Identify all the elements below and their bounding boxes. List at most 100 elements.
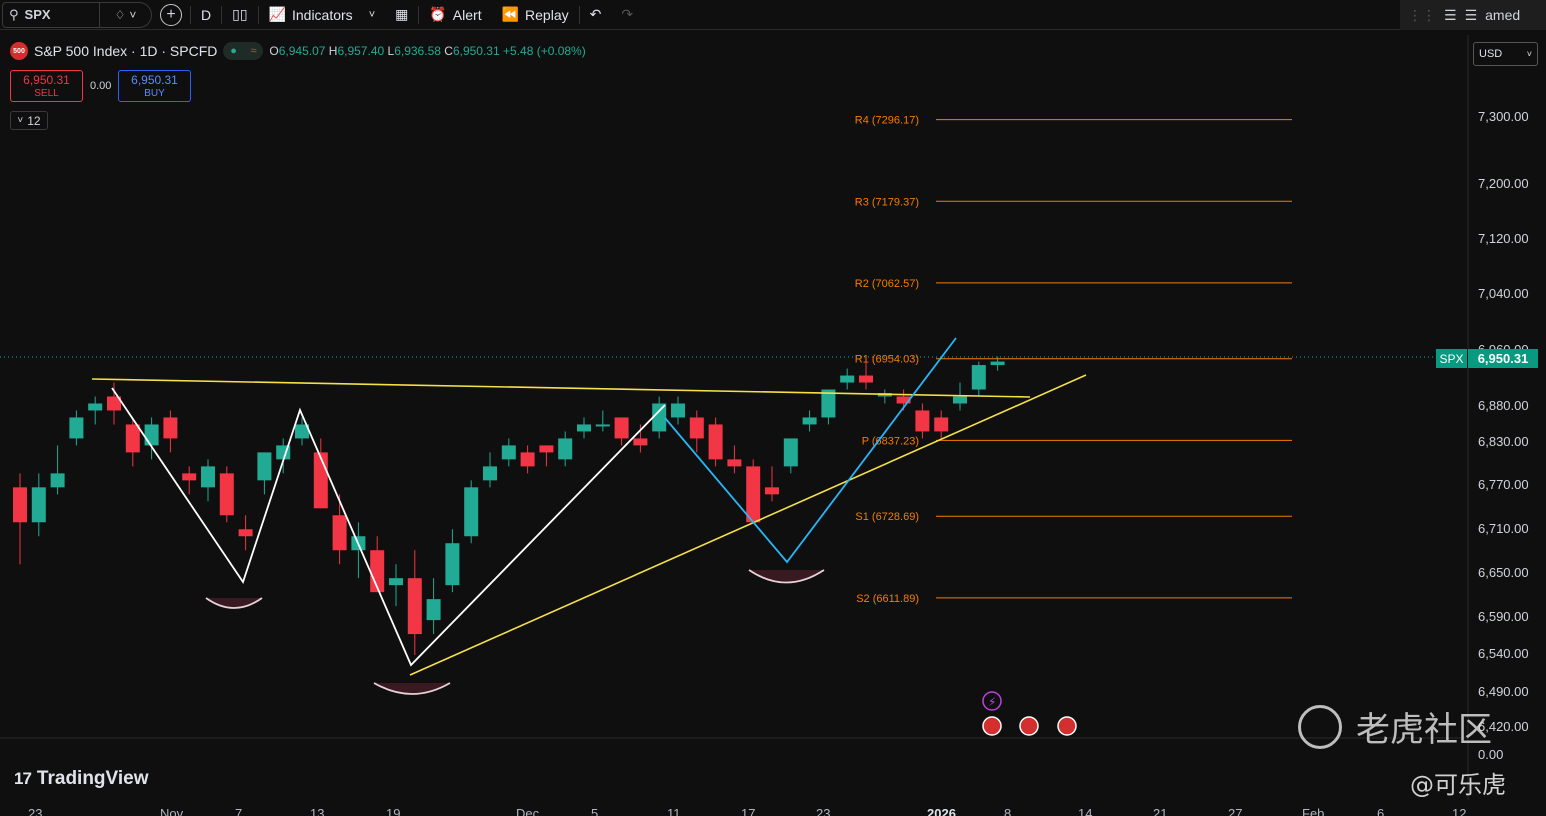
sell-label: SELL xyxy=(34,88,59,99)
undo-button[interactable]: ↶ xyxy=(580,0,612,30)
chevron-down-icon: ˅ xyxy=(368,8,376,21)
us-flag-icon xyxy=(982,716,1002,736)
candle-body xyxy=(783,438,798,467)
time-axis-label: 21 xyxy=(1153,806,1168,816)
templates-button[interactable]: ▦ xyxy=(385,0,418,30)
candle-body xyxy=(163,417,178,439)
market-status[interactable]: ● ≈ xyxy=(223,42,264,60)
candle xyxy=(257,452,272,495)
chart-type-button[interactable]: ▯▯ xyxy=(222,0,257,30)
plus-icon: + xyxy=(166,5,176,23)
divider xyxy=(418,5,420,24)
layout-icon[interactable]: ☰ xyxy=(1464,6,1478,23)
candle-body xyxy=(125,424,140,453)
candle-body xyxy=(426,599,441,621)
price-axis-label: 7,040.00 xyxy=(1478,286,1529,301)
currency-select[interactable]: USD ˅ xyxy=(1473,42,1538,66)
spread-value: 0.00 xyxy=(90,80,112,92)
time-axis-label: 27 xyxy=(1228,806,1243,816)
tradingview-logo[interactable]: 17 TradingView xyxy=(14,768,149,790)
symbol-search[interactable]: ⚲ SPX xyxy=(2,1,100,28)
layout-name[interactable]: amed xyxy=(1485,7,1521,23)
candle xyxy=(633,424,648,453)
candle xyxy=(652,396,667,439)
candle xyxy=(50,445,65,495)
time-axis-label: Feb xyxy=(1302,806,1325,816)
time-axis-label: 6 xyxy=(1377,806,1385,816)
candle xyxy=(107,382,121,425)
redo-button[interactable]: ↷ xyxy=(611,0,643,30)
candle-body xyxy=(182,473,197,481)
candle xyxy=(295,417,309,446)
candle-body xyxy=(201,466,215,488)
candle-body xyxy=(896,396,911,404)
tv-logo-icon: 17 xyxy=(14,769,32,788)
tradingview-text: TradingView xyxy=(36,768,149,789)
tiger-logo-icon xyxy=(1298,704,1342,749)
price-axis-label: 6,770.00 xyxy=(1478,477,1529,492)
candle-body xyxy=(689,417,704,439)
time-axis-label: Dec xyxy=(516,806,540,816)
indicators-collapse-button[interactable]: ˅ 12 xyxy=(10,111,48,130)
us-flag-icon xyxy=(1057,716,1077,736)
candles-icon: ▯▯ xyxy=(232,6,248,22)
candle-body xyxy=(821,389,836,418)
time-axis-label: 23 xyxy=(28,806,43,816)
author-handle: @可乐虎 xyxy=(1410,771,1506,799)
candle-body xyxy=(727,459,742,467)
sell-button[interactable]: 6,950.31 SELL xyxy=(10,70,83,102)
legend-title[interactable]: S&P 500 Index · 1D · SPCFD xyxy=(34,43,218,59)
pattern-zigzag-white xyxy=(111,387,666,667)
candle-body xyxy=(765,487,779,495)
candle xyxy=(163,410,178,453)
candle xyxy=(313,438,328,509)
alert-button[interactable]: ⏰ Alert xyxy=(419,0,491,30)
candle-body xyxy=(915,410,930,432)
chevron-down-icon: ˅ xyxy=(129,7,137,22)
time-axis-label: 23 xyxy=(816,806,831,816)
price-axis-label: 6,420.00 xyxy=(1478,719,1529,734)
redo-icon: ↷ xyxy=(621,6,634,22)
candle xyxy=(821,389,836,425)
candle-body xyxy=(671,403,685,418)
pivot-label: R2 (7062.57) xyxy=(855,278,919,290)
candle xyxy=(708,417,723,467)
price-axis-label: 7,120.00 xyxy=(1478,231,1529,246)
chevron-down-icon: ˅ xyxy=(1526,49,1532,59)
replay-label: Replay xyxy=(525,6,569,23)
menu-icon[interactable]: ☰ xyxy=(1444,6,1457,23)
candle-body xyxy=(859,375,873,383)
time-axis-label: 7 xyxy=(235,806,243,816)
interval-button[interactable]: D xyxy=(201,6,212,23)
candle-body xyxy=(971,365,986,390)
top-toolbar: ⚲ SPX ♢ ˅ + D ▯▯ 📈 Indicators ˅ ▦ ⏰ Aler… xyxy=(0,0,1546,30)
compare-button[interactable]: ♢ ˅ xyxy=(100,1,152,28)
buy-price: 6,950.31 xyxy=(131,73,178,87)
candle-body xyxy=(990,361,1005,366)
bottom-arc xyxy=(205,597,263,609)
indicator-count: 12 xyxy=(27,113,41,128)
current-price-tag: 6,950.31 xyxy=(1468,349,1538,368)
candle-body xyxy=(577,424,591,432)
pivot-label: R4 (7296.17) xyxy=(855,115,919,127)
drag-handle-icon[interactable]: ⋮⋮ xyxy=(1408,6,1436,23)
us-flag-icon xyxy=(1019,716,1039,736)
candle xyxy=(182,466,197,495)
price-axis-label: 7,200.00 xyxy=(1478,176,1529,191)
event-icon xyxy=(982,691,1002,711)
divider xyxy=(221,5,223,24)
candle-body xyxy=(238,529,253,537)
candle xyxy=(689,410,704,453)
price-axis-label: 6,590.00 xyxy=(1478,609,1529,624)
price-axis-label: 0.00 xyxy=(1478,747,1504,762)
indicators-button[interactable]: 📈 Indicators ˅ xyxy=(259,0,386,30)
candle-body xyxy=(539,445,554,453)
grid-icon: ▦ xyxy=(395,6,409,22)
replay-button[interactable]: ⏪ Replay xyxy=(492,0,579,30)
add-symbol-button[interactable]: + xyxy=(160,3,182,26)
price-axis-label: 6,490.00 xyxy=(1478,684,1529,699)
candle xyxy=(483,452,497,488)
buy-button[interactable]: 6,950.31 BUY xyxy=(118,70,191,102)
candle-body xyxy=(483,466,497,481)
